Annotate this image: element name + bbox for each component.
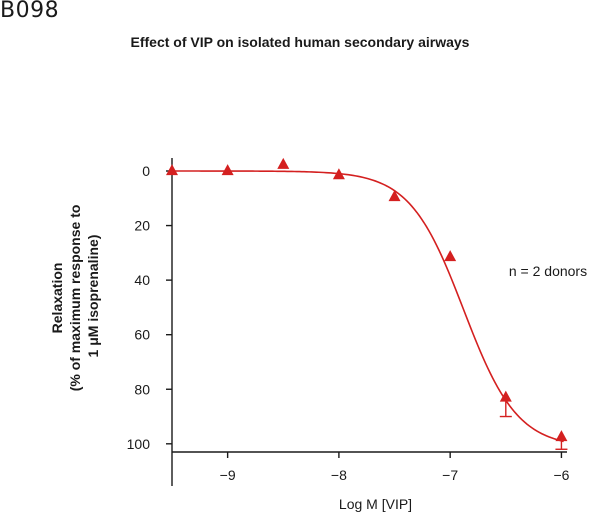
- data-point-triangle: [166, 164, 178, 176]
- chart-title: Effect of VIP on isolated human secondar…: [130, 34, 470, 50]
- data-point-triangle: [499, 390, 512, 402]
- y-axis-label-line: 1 μM isoprenaline): [85, 235, 101, 358]
- x-tick-label: −9: [220, 467, 236, 483]
- x-tick-label: −6: [553, 467, 569, 483]
- y-tick-label: 0: [142, 163, 150, 179]
- axes: [171, 158, 567, 486]
- annotation-n-donors: n = 2 donors: [509, 263, 587, 279]
- fit-curve: [172, 170, 564, 443]
- x-tick-label: −8: [331, 467, 347, 483]
- x-ticks: −9 −8 −7 −6: [220, 452, 570, 483]
- data-point-triangle: [332, 168, 345, 180]
- y-axis-label-line: (% of maximum response to: [67, 205, 83, 392]
- data-point-triangle: [388, 190, 401, 202]
- data-point-triangle: [221, 164, 234, 176]
- data-point-triangle: [555, 430, 568, 442]
- x-axis-label: Log M [VIP]: [339, 496, 412, 512]
- y-tick-label: 40: [134, 272, 150, 288]
- figure-label: B098: [0, 0, 60, 23]
- y-tick-label: 20: [134, 218, 150, 234]
- data-point-triangle: [277, 157, 290, 169]
- y-tick-label: 80: [134, 381, 150, 397]
- y-tick-label: 100: [127, 436, 151, 452]
- data-point-triangle: [444, 250, 457, 262]
- y-tick-label: 60: [134, 327, 150, 343]
- y-axis-label-line: Relaxation: [49, 263, 65, 334]
- data-points: [166, 157, 568, 450]
- x-tick-label: −7: [442, 467, 458, 483]
- y-axis-label: Relaxation (% of maximum response to 1 μ…: [49, 201, 101, 392]
- y-ticks: 0 20 40 60 80 100: [127, 163, 172, 452]
